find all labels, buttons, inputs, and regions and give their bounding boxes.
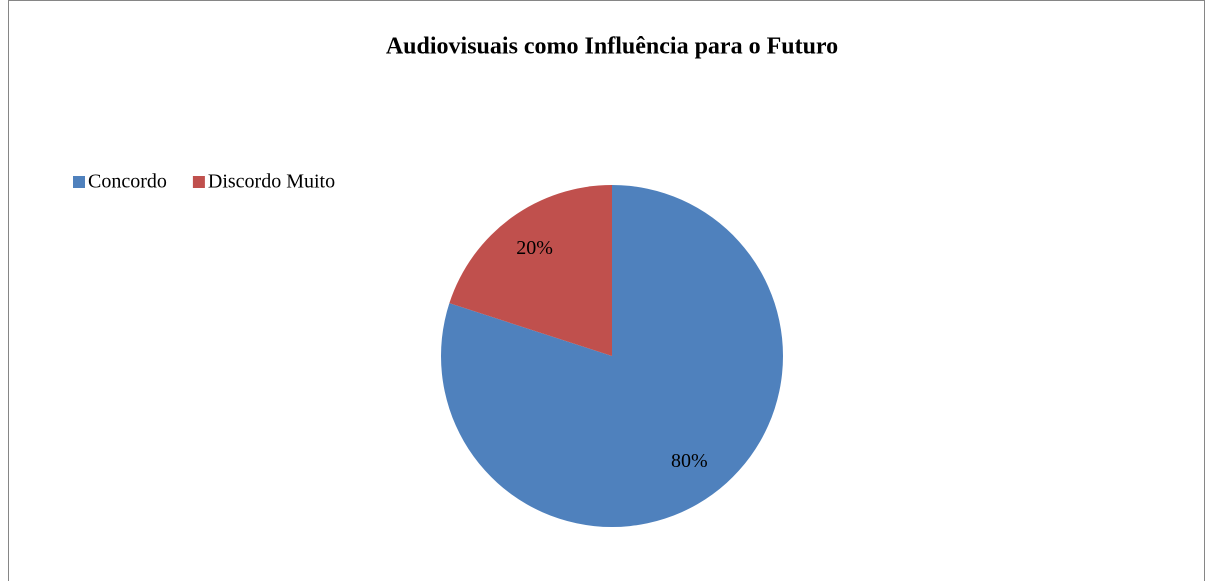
legend-swatch [73, 176, 85, 188]
legend-label: Concordo [88, 171, 167, 193]
chart-title: Audiovisuais como Influência para o Futu… [386, 34, 838, 60]
legend-swatch [192, 176, 205, 188]
data-label: 80% [671, 450, 708, 472]
legend-label: Discordo Muito [208, 171, 335, 193]
data-label: 20% [516, 237, 553, 259]
pie-slice [449, 185, 612, 356]
